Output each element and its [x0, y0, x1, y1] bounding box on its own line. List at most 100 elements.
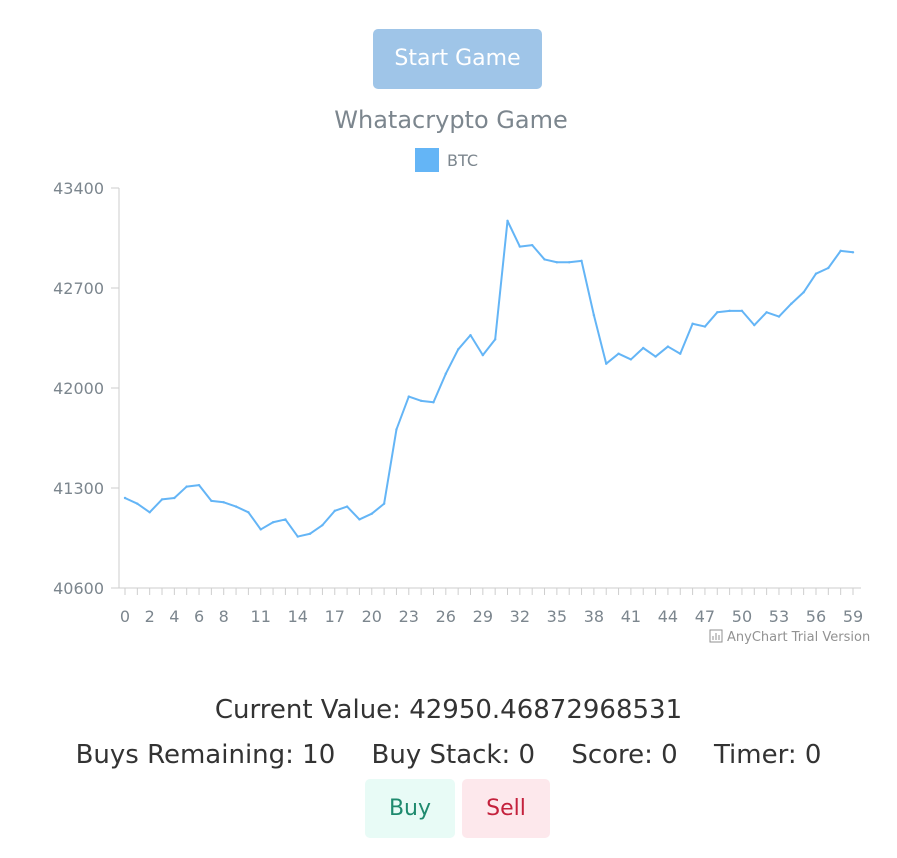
data-point — [160, 498, 164, 501]
data-point — [234, 505, 238, 508]
data-point — [173, 496, 176, 500]
x-tick-label: 29 — [473, 607, 493, 626]
x-tick-label: 47 — [695, 607, 715, 626]
data-point — [765, 311, 768, 314]
data-point — [284, 518, 287, 521]
data-point — [617, 352, 620, 355]
data-point — [814, 272, 818, 275]
data-point — [592, 313, 596, 317]
x-tick-label: 41 — [621, 607, 641, 626]
data-point — [469, 333, 472, 337]
data-point — [543, 258, 546, 261]
data-point — [666, 345, 670, 348]
x-tick-label: 38 — [584, 607, 604, 626]
data-point — [790, 302, 793, 305]
data-point — [345, 505, 349, 508]
x-tick-label: 53 — [769, 607, 789, 626]
legend-label: BTC — [447, 151, 478, 170]
data-point — [197, 483, 201, 487]
legend-swatch — [415, 148, 439, 172]
data-point — [605, 362, 608, 365]
data-point — [222, 501, 225, 504]
data-point — [407, 395, 410, 398]
x-tick-label: 26 — [436, 607, 456, 626]
x-tick-label: 14 — [288, 607, 308, 626]
data-point — [654, 355, 657, 358]
data-point — [308, 532, 312, 535]
data-point — [691, 322, 694, 325]
sell-button[interactable]: Sell — [462, 779, 550, 838]
x-tick-label: 2 — [145, 607, 155, 626]
data-point — [555, 261, 559, 264]
data-point — [518, 245, 522, 248]
x-tick-label: 8 — [219, 607, 229, 626]
y-tick-label: 42000 — [53, 379, 104, 398]
y-tick-label: 41300 — [53, 479, 104, 498]
x-tick-label: 11 — [251, 607, 271, 626]
stats-bar: Buys Remaining: 10 Buy Stack: 0 Score: 0… — [0, 740, 897, 770]
data-point — [395, 428, 398, 431]
chart-credit-icon — [709, 629, 723, 643]
data-point — [802, 291, 805, 294]
data-point — [506, 219, 509, 223]
data-point — [568, 261, 571, 264]
data-point — [271, 521, 275, 524]
data-point — [777, 315, 781, 318]
data-point — [358, 518, 361, 521]
start-game-button[interactable]: Start Game — [373, 29, 542, 89]
data-point — [321, 523, 324, 527]
data-point — [716, 311, 719, 314]
x-axis: 0 2 4 6 8 11 14 17 20 23 26 29 32 35 38 41 44 47 50 53 56 59 — [119, 587, 863, 626]
x-tick-label: 4 — [169, 607, 179, 626]
data-point — [444, 372, 448, 375]
x-tick-label: 0 — [120, 607, 130, 626]
buy-button[interactable]: Buy — [365, 779, 455, 838]
data-point — [839, 249, 842, 253]
chart-legend: BTC — [415, 148, 478, 172]
y-tick-label: 42700 — [53, 279, 104, 298]
data-point — [432, 401, 435, 404]
chart-title: Whatacrypto Game — [334, 106, 567, 134]
data-point — [642, 346, 645, 350]
data-point — [259, 528, 262, 531]
data-point — [679, 352, 682, 355]
x-tick-label: 20 — [362, 607, 382, 626]
x-tick-label: 44 — [658, 607, 678, 626]
data-point — [210, 499, 213, 503]
data-point — [456, 348, 460, 351]
x-tick-label: 59 — [843, 607, 863, 626]
x-tick-label: 23 — [399, 607, 419, 626]
x-tick-label: 6 — [194, 607, 204, 626]
data-point — [753, 323, 756, 327]
data-point — [382, 502, 386, 505]
chart-credit-text: AnyChart Trial Version — [727, 630, 870, 645]
plot-area — [123, 219, 855, 538]
x-tick-label: 35 — [547, 607, 567, 626]
y-axis: 43400 42700 42000 41300 40600 — [53, 179, 120, 598]
x-tick-label: 56 — [806, 607, 826, 626]
data-point — [728, 309, 731, 313]
data-point — [185, 485, 188, 488]
buys-remaining: Buys Remaining: 10 — [75, 740, 336, 770]
data-point — [493, 338, 497, 341]
chart-credit[interactable]: AnyChart Trial Version — [709, 629, 870, 645]
y-tick-label: 43400 — [53, 179, 104, 198]
data-point — [851, 251, 855, 254]
data-point — [703, 325, 707, 328]
data-point — [247, 511, 250, 514]
data-point — [629, 358, 633, 361]
price-chart: Whatacrypto Game BTC 43400 42700 42000 4130… — [53, 106, 870, 645]
data-point — [136, 502, 139, 505]
data-point — [419, 399, 423, 403]
data-point — [580, 259, 583, 263]
buy-stack: Buy Stack: 0 — [371, 740, 536, 770]
data-point — [296, 535, 299, 538]
data-point — [740, 309, 744, 313]
data-point — [530, 243, 534, 247]
x-tick-label: 32 — [510, 607, 530, 626]
data-point — [827, 266, 830, 270]
score: Score: 0 — [571, 740, 678, 770]
x-tick-label: 50 — [732, 607, 752, 626]
x-tick-label: 17 — [325, 607, 345, 626]
y-tick-label: 40600 — [53, 579, 104, 598]
